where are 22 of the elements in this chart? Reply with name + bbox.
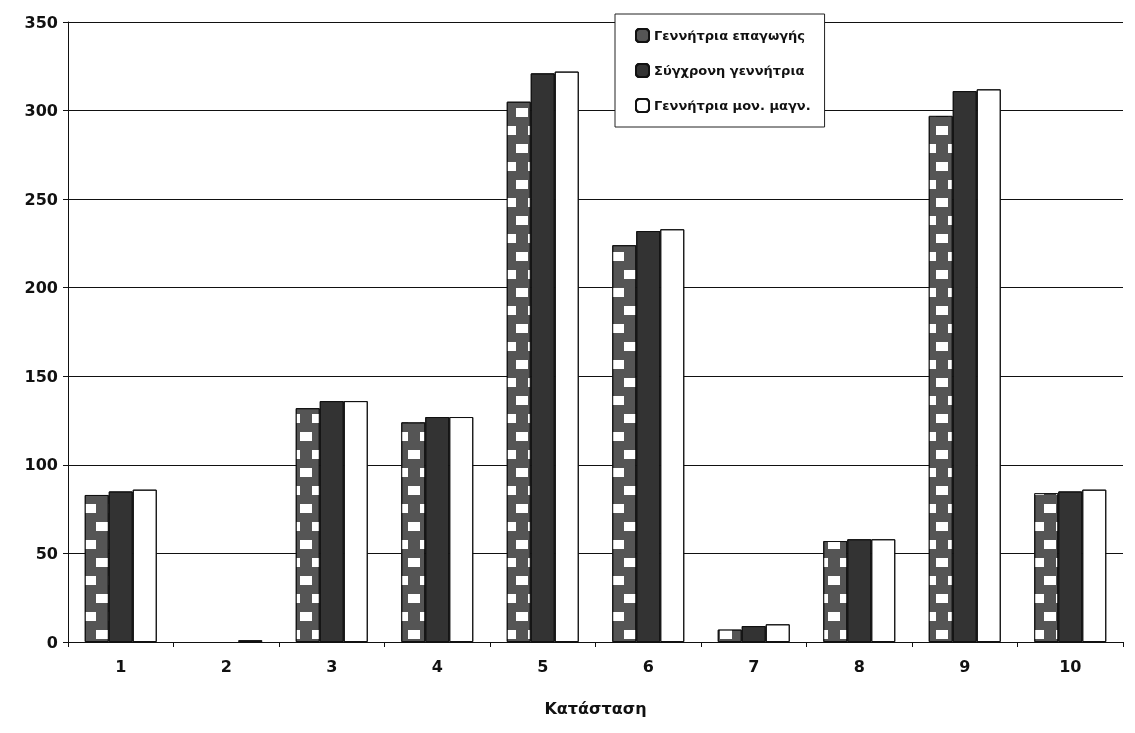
x-tick-label: 5: [537, 656, 549, 676]
y-tick-label: 50: [35, 543, 58, 563]
legend-label: Γεννήτρια επαγωγής: [654, 28, 806, 43]
y-tick-label: 250: [24, 189, 58, 209]
y-tick-label: 300: [24, 101, 58, 121]
legend-label: Γεννήτρια μον. μαγν.: [654, 98, 811, 113]
y-tick-label: 100: [24, 455, 58, 475]
legend-label: Σύγχρονη γεννήτρια: [654, 63, 805, 78]
x-tick-label: 4: [431, 656, 443, 676]
y-tick-label: 200: [24, 278, 58, 298]
y-tick-label: 350: [24, 12, 58, 32]
x-axis-title: Κατάσταση: [544, 698, 647, 718]
y-tick-label: 0: [46, 632, 58, 652]
x-tick-label: 8: [853, 656, 865, 676]
y-tick-label: 150: [24, 366, 58, 386]
x-tick-label: 2: [220, 656, 232, 676]
x-tick-label: 3: [326, 656, 338, 676]
x-tick-label: 1: [115, 656, 127, 676]
x-tick-label: 9: [959, 656, 971, 676]
x-tick-label: 10: [1059, 656, 1082, 676]
x-tick-label: 7: [748, 656, 760, 676]
x-tick-label: 6: [642, 656, 654, 676]
